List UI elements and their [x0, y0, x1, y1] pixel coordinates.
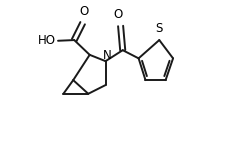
Text: O: O [79, 5, 89, 18]
Text: S: S [155, 22, 163, 35]
Text: HO: HO [38, 34, 56, 47]
Text: O: O [114, 8, 123, 21]
Text: N: N [103, 49, 112, 62]
